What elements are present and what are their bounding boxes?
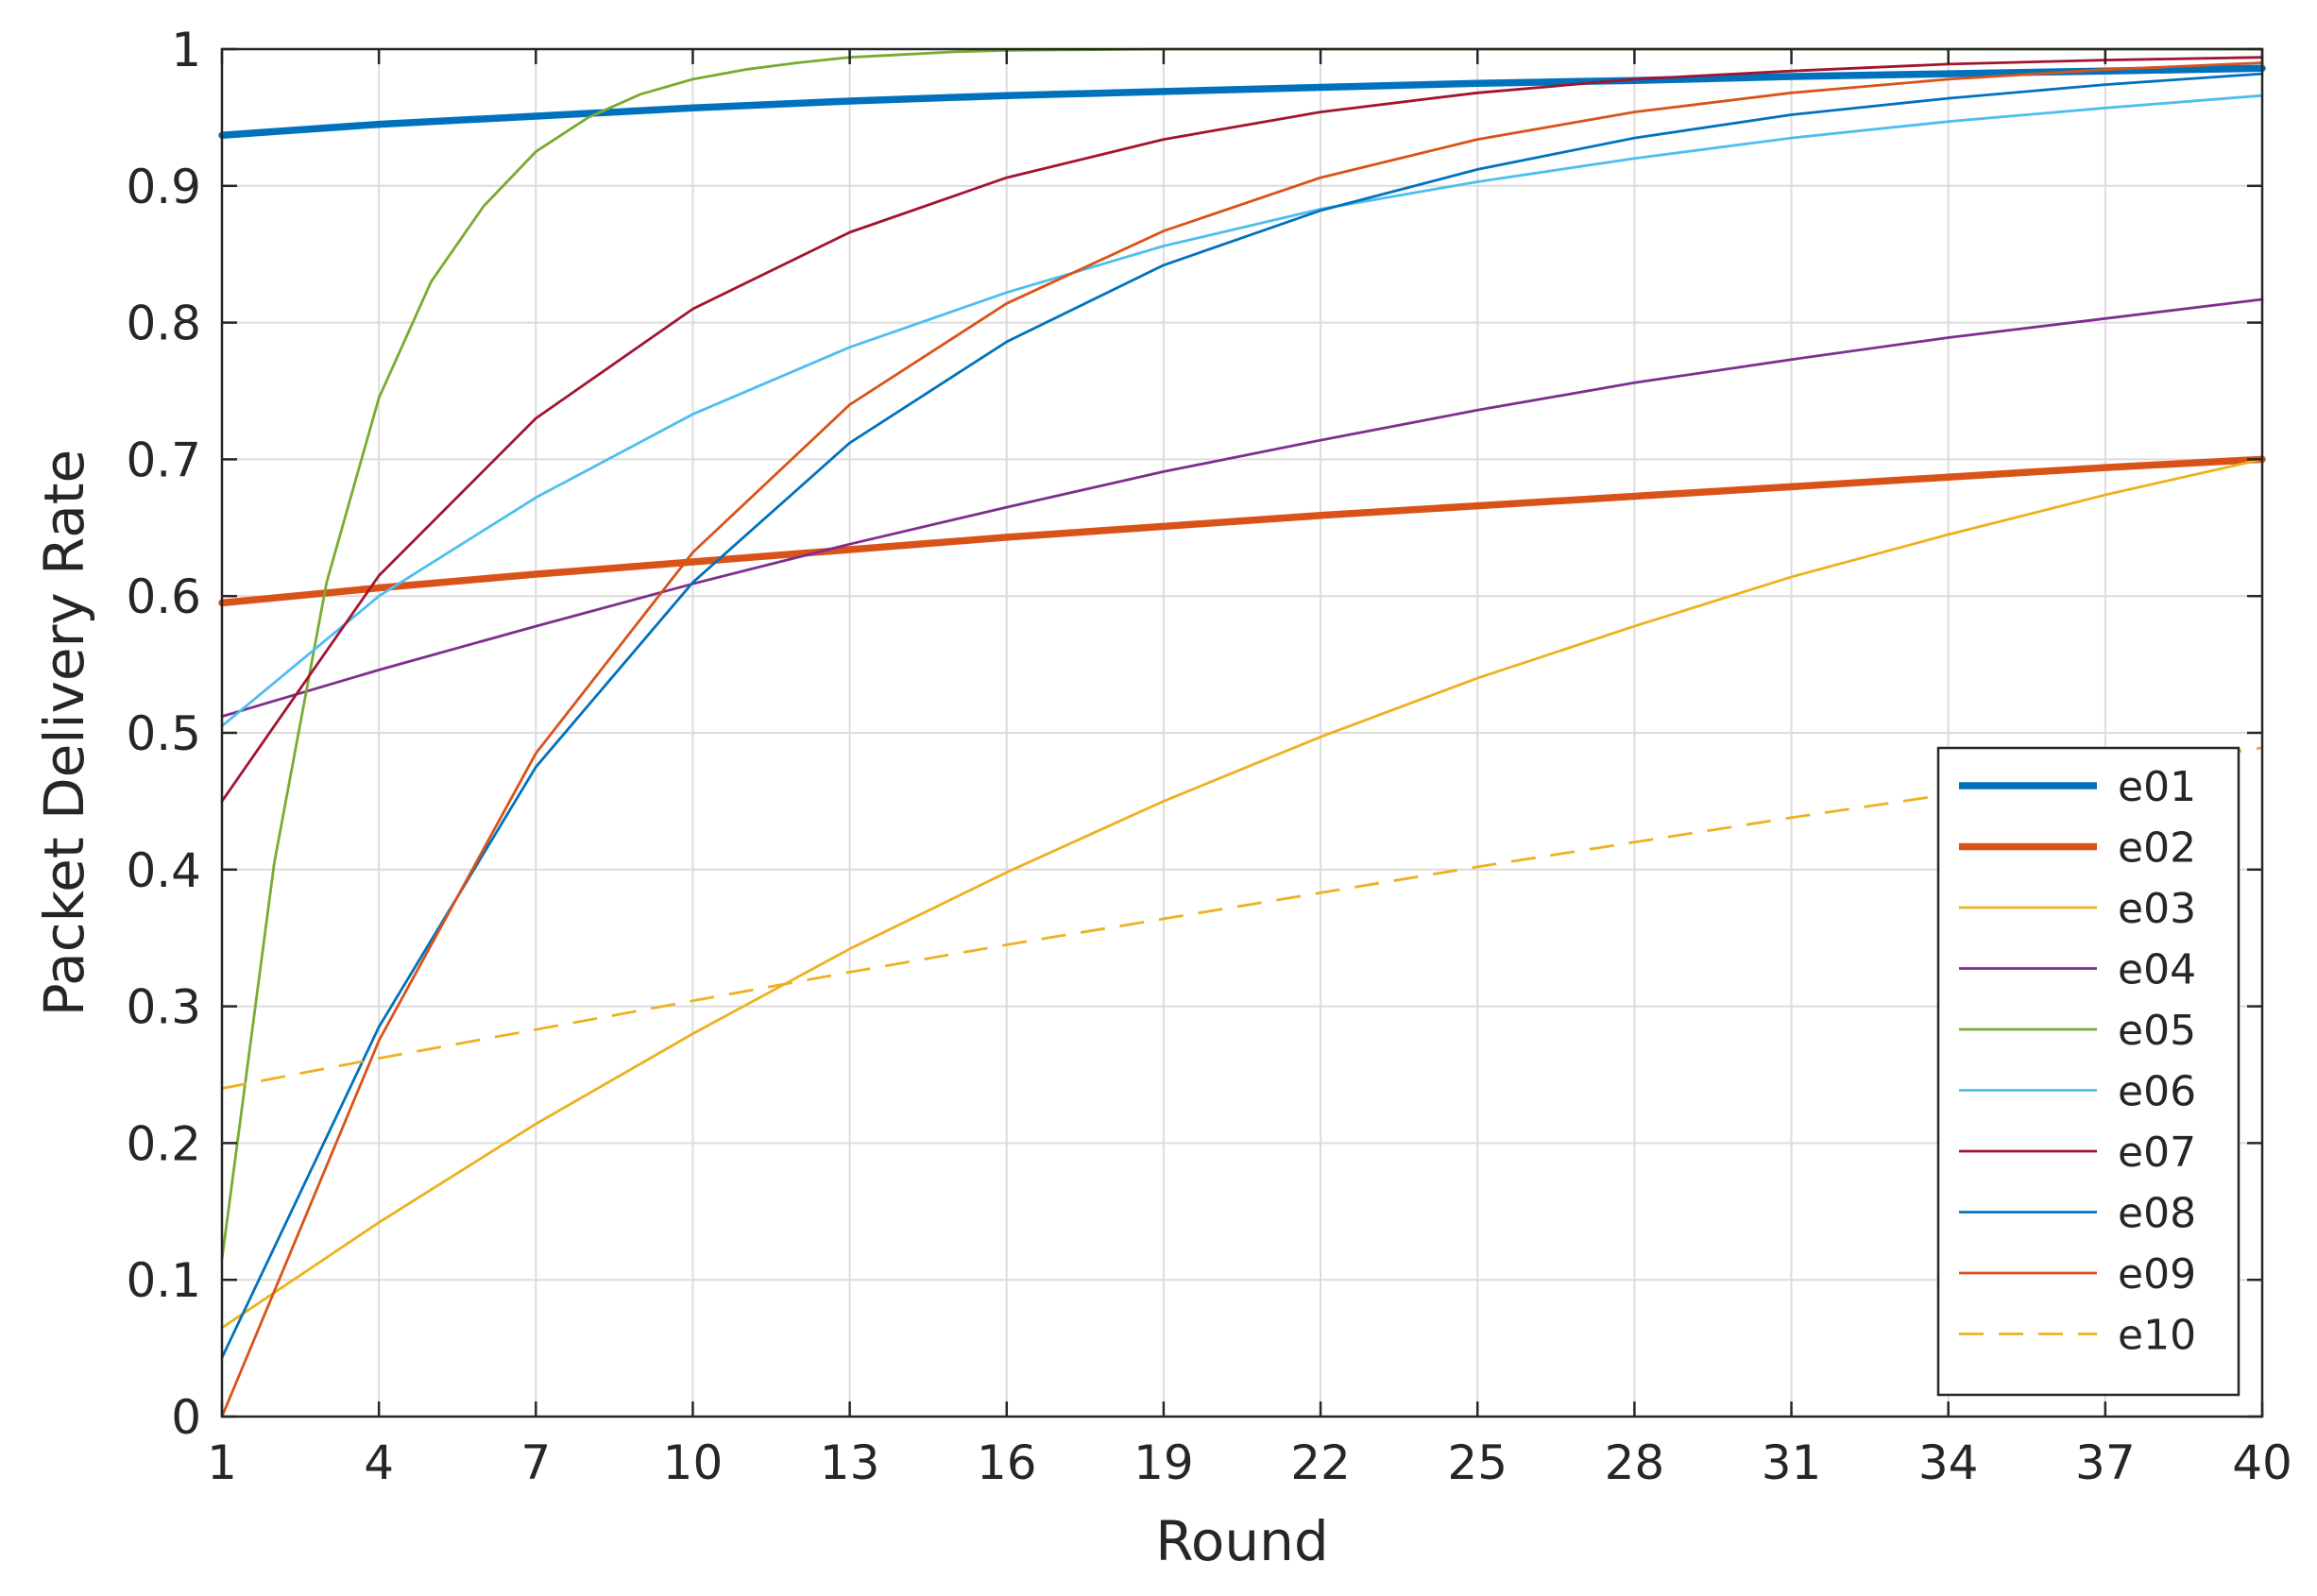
y-tick-label: 0.2 [126,1116,201,1171]
y-tick-label: 0.6 [126,569,201,624]
x-tick-label: 25 [1447,1435,1508,1490]
legend-label-e05: e05 [2118,1007,2196,1055]
y-tick-label: 0.1 [126,1253,201,1308]
series-line-e09 [220,61,2264,1418]
x-tick-label: 28 [1605,1435,1665,1490]
x-tick-label: 34 [1918,1435,1979,1490]
series-line-e03 [220,457,2264,1330]
series-line-e01 [218,64,2266,139]
x-tick-label: 31 [1762,1435,1822,1490]
x-tick-label: 10 [663,1435,724,1490]
x-axis-title: Round [1155,1509,1329,1573]
x-tick-label: 37 [2075,1435,2136,1490]
y-tick-label: 1 [171,23,201,77]
x-tick-label: 40 [2232,1435,2292,1490]
legend-label-e10: e10 [2118,1312,2196,1360]
y-tick-label: 0.5 [126,706,201,761]
series-line-e07 [220,56,2264,803]
x-tick-label: 22 [1290,1435,1351,1490]
y-axis-title: Packet Delivery Rate [32,450,96,1016]
y-tick-label: 0.3 [126,980,201,1035]
x-tick-label: 4 [364,1435,394,1490]
legend-label-e07: e07 [2118,1129,2196,1177]
x-tick-label: 19 [1133,1435,1194,1490]
y-tick-label: 0 [171,1390,201,1445]
y-tick-label: 0.7 [126,433,201,487]
x-tick-label: 16 [977,1435,1037,1490]
y-tick-label: 0.9 [126,160,201,214]
series-line-e02 [218,455,2266,607]
legend-label-e03: e03 [2118,885,2196,933]
series-line-e08 [220,72,2264,1360]
legend-box [1936,746,2240,1397]
x-tick-label: 7 [520,1435,551,1490]
x-tick-label: 1 [207,1435,237,1490]
legend-label-e01: e01 [2118,763,2196,811]
series-line-e10 [221,746,2263,1090]
legend-label-e09: e09 [2118,1250,2196,1299]
legend-label-e08: e08 [2118,1190,2196,1238]
legend-label-e06: e06 [2118,1068,2196,1116]
y-tick-label: 0.8 [126,297,201,351]
legend-label-e02: e02 [2118,824,2196,873]
y-tick-label: 0.4 [126,843,201,898]
ticks: 1 4 7 10 13 16 19 22 25 28 31 34 37 40 0 0.1 0.2 0.3 0.4 0.… [126,23,2291,1490]
legend: e01 e02 e03 e04 e05 e06 e07 e08 e09 e10 [1936,746,2240,1397]
series-line-e06 [220,93,2264,728]
legend-label-e04: e04 [2118,946,2196,994]
series-lines [218,47,2266,1418]
series-line-e04 [220,297,2264,718]
x-tick-label: 13 [820,1435,880,1490]
